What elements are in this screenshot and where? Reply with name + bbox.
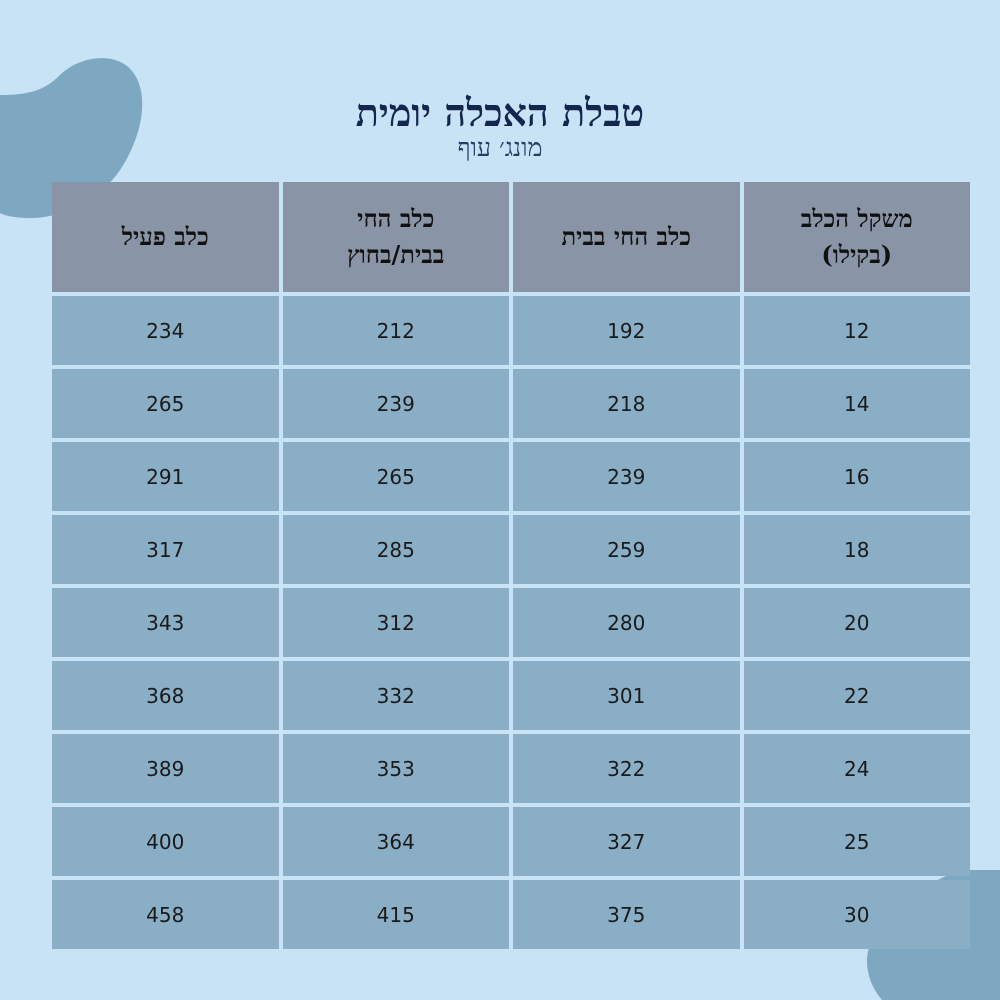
- table-cell-indoor: 322: [513, 734, 740, 803]
- table-cell-active: 265: [52, 369, 279, 438]
- table-cell-active: 343: [52, 588, 279, 657]
- table-cell-active: 291: [52, 442, 279, 511]
- table-cell-active: 400: [52, 807, 279, 876]
- table-row: 25 327 364 400: [52, 807, 970, 876]
- table-row: 12 192 212 234: [52, 296, 970, 365]
- table-cell-weight: 30: [743, 880, 970, 949]
- table-cell-weight: 16: [743, 442, 970, 511]
- table-cell-active: 234: [52, 296, 279, 365]
- table-cell-indoor-outdoor: 353: [282, 734, 509, 803]
- table-row: 24 322 353 389: [52, 734, 970, 803]
- table-cell-indoor: 218: [513, 369, 740, 438]
- table-row: 16 239 265 291: [52, 442, 970, 511]
- table-cell-indoor: 375: [513, 880, 740, 949]
- table-cell-indoor: 301: [513, 661, 740, 730]
- table-row: 20 280 312 343: [52, 588, 970, 657]
- table-cell-indoor-outdoor: 312: [282, 588, 509, 657]
- table-cell-indoor-outdoor: 285: [282, 515, 509, 584]
- feeding-table-container: משקל הכלב (בקילו) כלב החי בבית כלב החי ב…: [52, 182, 970, 952]
- table-cell-active: 458: [52, 880, 279, 949]
- table-cell-indoor: 327: [513, 807, 740, 876]
- table-cell-weight: 24: [743, 734, 970, 803]
- page-subtitle: מונג׳ עוף: [457, 133, 543, 162]
- table-cell-active: 317: [52, 515, 279, 584]
- table-cell-weight: 12: [743, 296, 970, 365]
- table-row: 22 301 332 368: [52, 661, 970, 730]
- table-cell-indoor-outdoor: 265: [282, 442, 509, 511]
- table-cell-indoor-outdoor: 212: [282, 296, 509, 365]
- table-cell-indoor: 192: [513, 296, 740, 365]
- table-cell-indoor-outdoor: 364: [282, 807, 509, 876]
- table-cell-indoor: 259: [513, 515, 740, 584]
- table-cell-indoor-outdoor: 239: [282, 369, 509, 438]
- page-header: טבלת האכלה יומית מונג׳ עוף: [0, 92, 1000, 162]
- table-row: 30 375 415 458: [52, 880, 970, 949]
- table-cell-weight: 25: [743, 807, 970, 876]
- column-header-indoor-outdoor-dog: כלב החי בבית/בחוץ: [282, 182, 509, 292]
- column-header-dog-weight: משקל הכלב (בקילו): [743, 182, 970, 292]
- table-cell-indoor: 239: [513, 442, 740, 511]
- table-row: 18 259 285 317: [52, 515, 970, 584]
- table-cell-weight: 14: [743, 369, 970, 438]
- page-title: טבלת האכלה יומית: [355, 90, 645, 135]
- column-header-active-dog: כלב פעיל: [52, 182, 279, 292]
- decorative-blob-top-left: [0, 58, 143, 219]
- table-cell-weight: 20: [743, 588, 970, 657]
- table-cell-weight: 18: [743, 515, 970, 584]
- table-cell-indoor: 280: [513, 588, 740, 657]
- table-cell-indoor-outdoor: 332: [282, 661, 509, 730]
- table-header-row: משקל הכלב (בקילו) כלב החי בבית כלב החי ב…: [52, 182, 970, 292]
- column-header-indoor-dog: כלב החי בבית: [513, 182, 740, 292]
- table-row: 14 218 239 265: [52, 369, 970, 438]
- feeding-table: משקל הכלב (בקילו) כלב החי בבית כלב החי ב…: [48, 178, 974, 953]
- table-cell-weight: 22: [743, 661, 970, 730]
- table-cell-indoor-outdoor: 415: [282, 880, 509, 949]
- table-cell-active: 368: [52, 661, 279, 730]
- table-cell-active: 389: [52, 734, 279, 803]
